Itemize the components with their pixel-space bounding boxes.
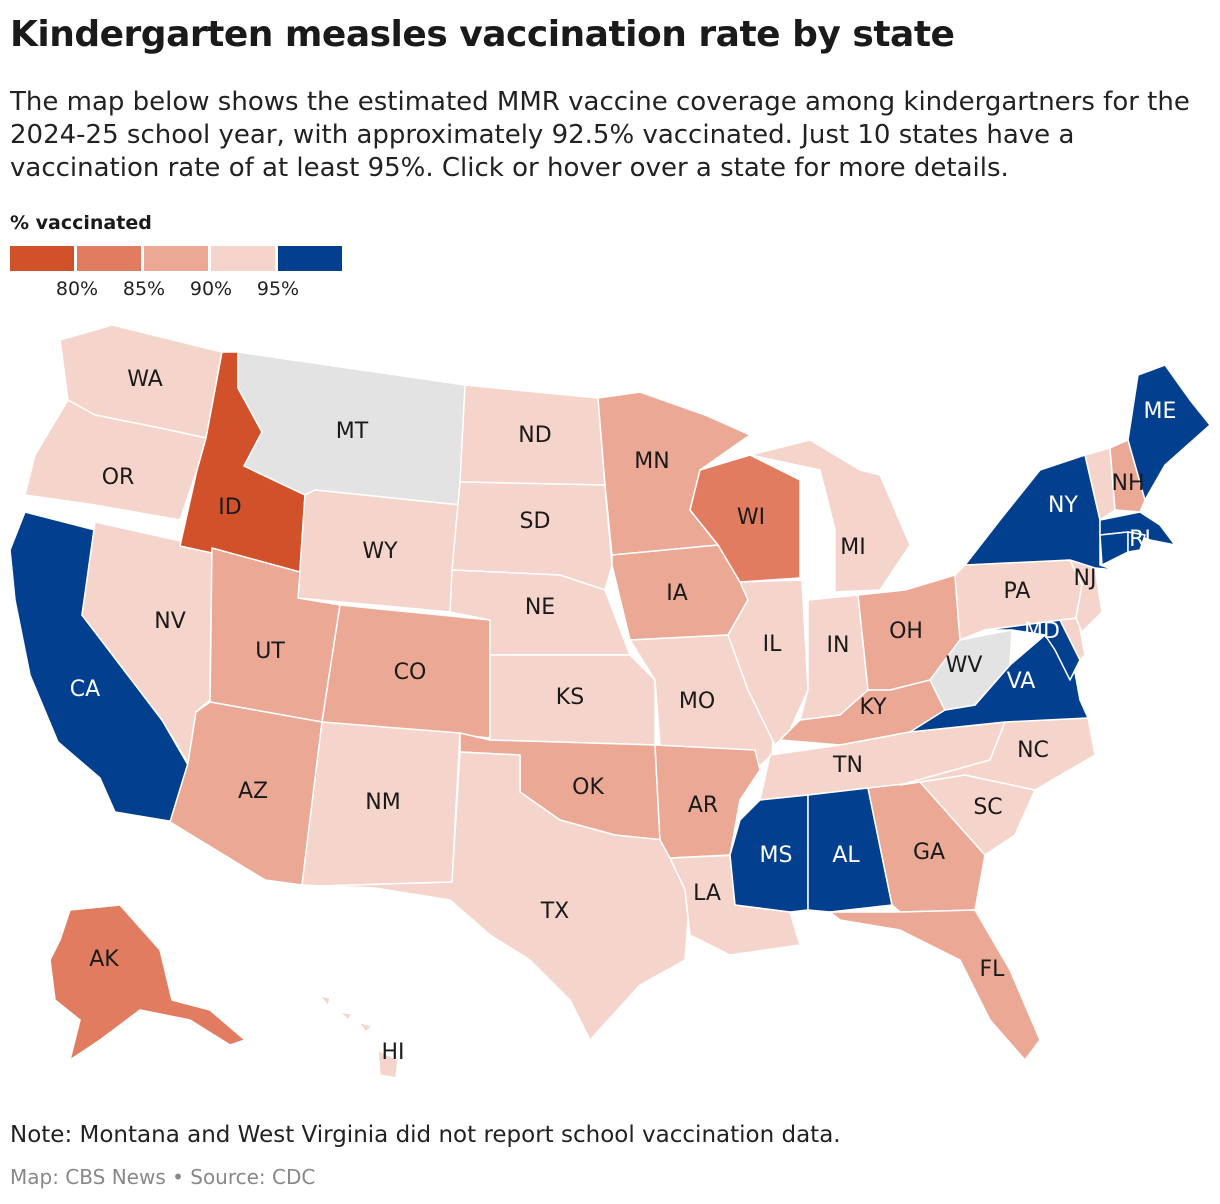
state-or[interactable] bbox=[24, 399, 207, 521]
state-tx[interactable] bbox=[321, 751, 691, 1041]
legend-title: % vaccinated bbox=[10, 212, 152, 234]
state-nh[interactable] bbox=[1109, 439, 1146, 513]
footnote: Note: Montana and West Virginia did not … bbox=[10, 1122, 841, 1148]
legend-swatch-below-80 bbox=[10, 246, 74, 271]
state-nc[interactable] bbox=[899, 717, 1096, 791]
legend-tick-80: 80% bbox=[55, 278, 99, 300]
legend-swatch-95-plus bbox=[278, 246, 342, 271]
legend-swatch-85-90 bbox=[144, 246, 208, 271]
chart-title: Kindergarten measles vaccination rate by… bbox=[10, 14, 955, 55]
state-co[interactable] bbox=[321, 604, 491, 739]
state-ms[interactable] bbox=[729, 794, 809, 913]
state-mi[interactable] bbox=[749, 439, 911, 593]
state-me[interactable] bbox=[1127, 364, 1211, 501]
state-al[interactable] bbox=[807, 787, 893, 913]
state-wy[interactable] bbox=[297, 489, 461, 613]
state-wi[interactable] bbox=[689, 454, 801, 583]
us-states-map: WA OR CA NV ID MT WY UT AZ CO NM ND SD N… bbox=[9, 324, 1211, 1079]
legend-tick-85: 85% bbox=[122, 278, 166, 300]
legend-tick-90: 90% bbox=[189, 278, 233, 300]
state-az[interactable] bbox=[169, 701, 323, 886]
state-wv[interactable] bbox=[929, 629, 1013, 711]
legend-swatch-80-85 bbox=[77, 246, 141, 271]
state-ar[interactable] bbox=[654, 744, 761, 859]
state-ri[interactable] bbox=[1127, 531, 1146, 553]
chart-subtitle: The map below shows the estimated MMR va… bbox=[10, 87, 1190, 183]
legend-color-scale bbox=[10, 246, 345, 271]
state-il[interactable] bbox=[727, 579, 809, 746]
state-nd[interactable] bbox=[459, 384, 606, 486]
state-ct[interactable] bbox=[1099, 531, 1129, 566]
legend-swatch-90-95 bbox=[211, 246, 275, 271]
state-fl[interactable] bbox=[829, 909, 1041, 1061]
state-ak[interactable] bbox=[49, 904, 246, 1061]
state-ks[interactable] bbox=[489, 654, 656, 746]
legend-tick-95: 95% bbox=[256, 278, 300, 300]
state-nm[interactable] bbox=[301, 721, 461, 887]
source-credit: Map: CBS News • Source: CDC bbox=[10, 1165, 316, 1189]
state-hi[interactable] bbox=[319, 995, 399, 1079]
